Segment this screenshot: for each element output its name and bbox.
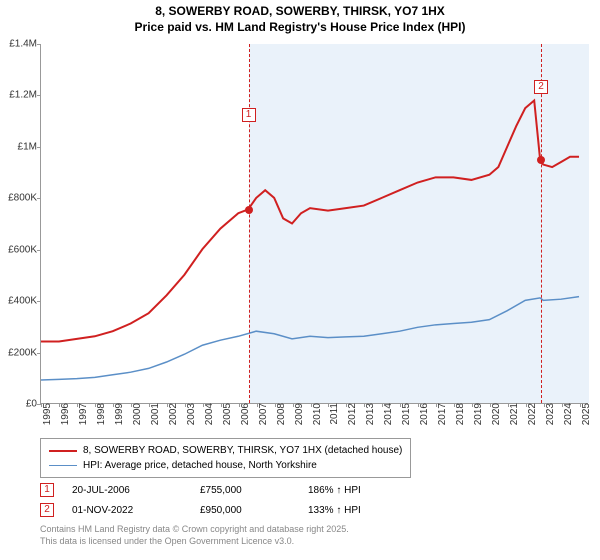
x-tick-label: 2009 [292,403,305,425]
x-tick-label: 1997 [76,403,89,425]
sale-hpi: 186% ↑ HPI [308,485,398,496]
x-tick-label: 2011 [327,403,340,425]
y-tick-mark [37,147,41,148]
sale-price: £950,000 [200,505,290,516]
sale-marker-badge: 2 [534,80,548,94]
sale-price: £755,000 [200,485,290,496]
sale-date: 01-NOV-2022 [72,505,182,516]
chart-container: { "title": { "line1": "8, SOWERBY ROAD, … [0,0,600,560]
series-hpi [41,297,579,380]
sale-row-badge: 2 [40,503,54,517]
y-tick-mark [37,301,41,302]
x-tick-label: 2004 [202,403,215,425]
series-property [41,100,579,341]
sale-marker-line [249,44,250,403]
x-tick-label: 2001 [148,403,161,425]
x-tick-label: 2006 [238,403,251,425]
legend-item: HPI: Average price, detached house, Nort… [49,458,402,473]
sale-date: 20-JUL-2006 [72,485,182,496]
x-tick-label: 2014 [381,403,394,425]
y-tick-mark [37,198,41,199]
x-tick-label: 2023 [543,403,556,425]
sale-row: 1 20-JUL-2006 £755,000 186% ↑ HPI [40,480,398,500]
attribution-line-1: Contains HM Land Registry data © Crown c… [40,524,349,536]
x-tick-label: 2007 [256,403,269,425]
title-line-2: Price paid vs. HM Land Registry's House … [0,20,600,36]
x-tick-label: 2015 [399,403,412,425]
attribution: Contains HM Land Registry data © Crown c… [40,524,349,547]
x-tick-label: 2016 [417,403,430,425]
legend-label: HPI: Average price, detached house, Nort… [83,458,317,473]
sale-row-badge: 1 [40,483,54,497]
legend-swatch [49,450,77,452]
sale-marker-dot [537,156,545,164]
x-tick-label: 2020 [489,403,502,425]
x-tick-label: 2024 [561,403,574,425]
x-tick-label: 2017 [435,403,448,425]
legend: 8, SOWERBY ROAD, SOWERBY, THIRSK, YO7 1H… [40,438,411,478]
sale-marker-dot [245,206,253,214]
sale-row: 2 01-NOV-2022 £950,000 133% ↑ HPI [40,500,398,520]
legend-label: 8, SOWERBY ROAD, SOWERBY, THIRSK, YO7 1H… [83,443,402,458]
y-tick-mark [37,44,41,45]
legend-item: 8, SOWERBY ROAD, SOWERBY, THIRSK, YO7 1H… [49,443,402,458]
x-tick-label: 2000 [130,403,143,425]
attribution-line-2: This data is licensed under the Open Gov… [40,536,349,548]
x-tick-label: 2012 [345,403,358,425]
x-tick-label: 1995 [40,403,53,425]
x-tick-label: 2019 [471,403,484,425]
chart-title: 8, SOWERBY ROAD, SOWERBY, THIRSK, YO7 1H… [0,0,600,35]
title-line-1: 8, SOWERBY ROAD, SOWERBY, THIRSK, YO7 1H… [0,4,600,20]
x-tick-label: 1999 [112,403,125,425]
y-tick-mark [37,95,41,96]
plot-area: £0£200K£400K£600K£800K£1M£1.2M£1.4M19951… [40,44,588,404]
x-tick-label: 2022 [525,403,538,425]
legend-swatch [49,465,77,466]
x-tick-label: 2021 [507,403,520,425]
sale-marker-badge: 1 [242,108,256,122]
y-tick-mark [37,353,41,354]
y-tick-mark [37,250,41,251]
x-tick-label: 2025 [579,403,592,425]
x-tick-label: 2018 [453,403,466,425]
sale-marker-line [541,44,542,403]
x-tick-label: 2008 [274,403,287,425]
plot-svg [41,44,588,403]
x-tick-label: 2003 [184,403,197,425]
x-tick-label: 2002 [166,403,179,425]
x-tick-label: 2005 [220,403,233,425]
sales-table: 1 20-JUL-2006 £755,000 186% ↑ HPI 2 01-NOV-20… [40,480,398,520]
x-tick-label: 2010 [310,403,323,425]
sale-hpi: 133% ↑ HPI [308,505,398,516]
x-tick-label: 2013 [363,403,376,425]
x-tick-label: 1996 [58,403,71,425]
x-tick-label: 1998 [94,403,107,425]
